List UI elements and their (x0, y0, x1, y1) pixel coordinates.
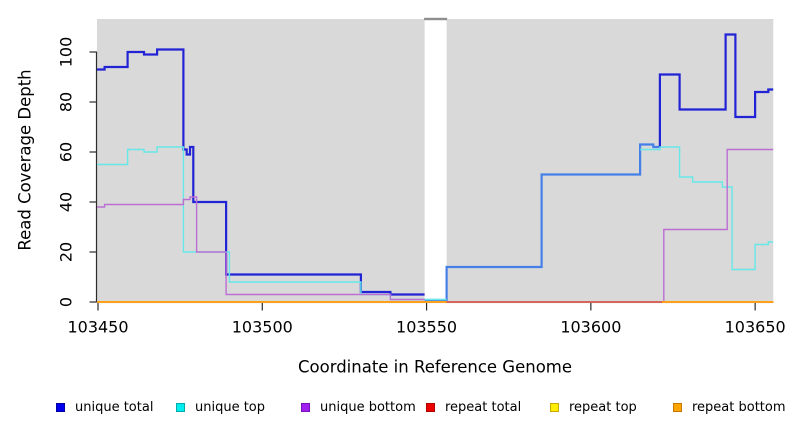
legend-label: repeat bottom (692, 399, 786, 415)
legend-swatch-unique-top (176, 402, 185, 412)
series-unique-top-path (640, 146, 774, 271)
series-unique-total-path (424, 143, 660, 302)
legend-item-repeat-bottom: repeat bottom (673, 396, 786, 418)
alignment-gap-band (424, 19, 447, 304)
legend: unique total unique top unique bottom repea… (0, 396, 792, 422)
y-tick-label: 80 (57, 92, 76, 112)
x-tick-label: 103500 (232, 318, 293, 337)
y-tick-label: 100 (57, 37, 76, 68)
x-tick-label: 103550 (396, 318, 457, 337)
legend-label: unique bottom (320, 399, 416, 415)
y-axis-title: Read Coverage Depth (15, 69, 35, 251)
series-unique-bottom-path (97, 196, 425, 301)
legend-label: unique total (75, 399, 154, 415)
legend-swatch-unique-bottom (301, 402, 310, 412)
legend-label: repeat top (569, 399, 637, 415)
y-tick-label: 20 (57, 242, 76, 262)
legend-item-repeat-total: repeat total (426, 396, 521, 418)
legend-swatch-unique-total (56, 402, 65, 412)
y-tick-label: 0 (57, 297, 76, 307)
x-tick-label: 103450 (67, 318, 128, 337)
legend-label: unique top (195, 399, 266, 415)
legend-label: repeat total (445, 399, 522, 415)
series-unique-total-path (97, 48, 425, 296)
legend-item-unique-top: unique top (176, 396, 265, 418)
y-tick-label: 60 (57, 142, 76, 162)
legend-item-unique-bottom: unique bottom (301, 396, 416, 418)
legend-swatch-repeat-bottom (673, 402, 682, 412)
x-tick-label: 103650 (725, 318, 786, 337)
y-tick-label: 40 (57, 192, 76, 212)
x-tick-label: 103600 (560, 318, 621, 337)
series-unique-total-path (658, 33, 774, 149)
legend-swatch-repeat-total (426, 402, 435, 412)
x-axis-title: Coordinate in Reference Genome (297, 357, 573, 377)
gap-band-cap (424, 17, 448, 21)
legend-swatch-repeat-top (550, 402, 559, 412)
legend-item-repeat-top: repeat top (550, 396, 637, 418)
legend-item-unique-total: unique total (56, 396, 153, 418)
